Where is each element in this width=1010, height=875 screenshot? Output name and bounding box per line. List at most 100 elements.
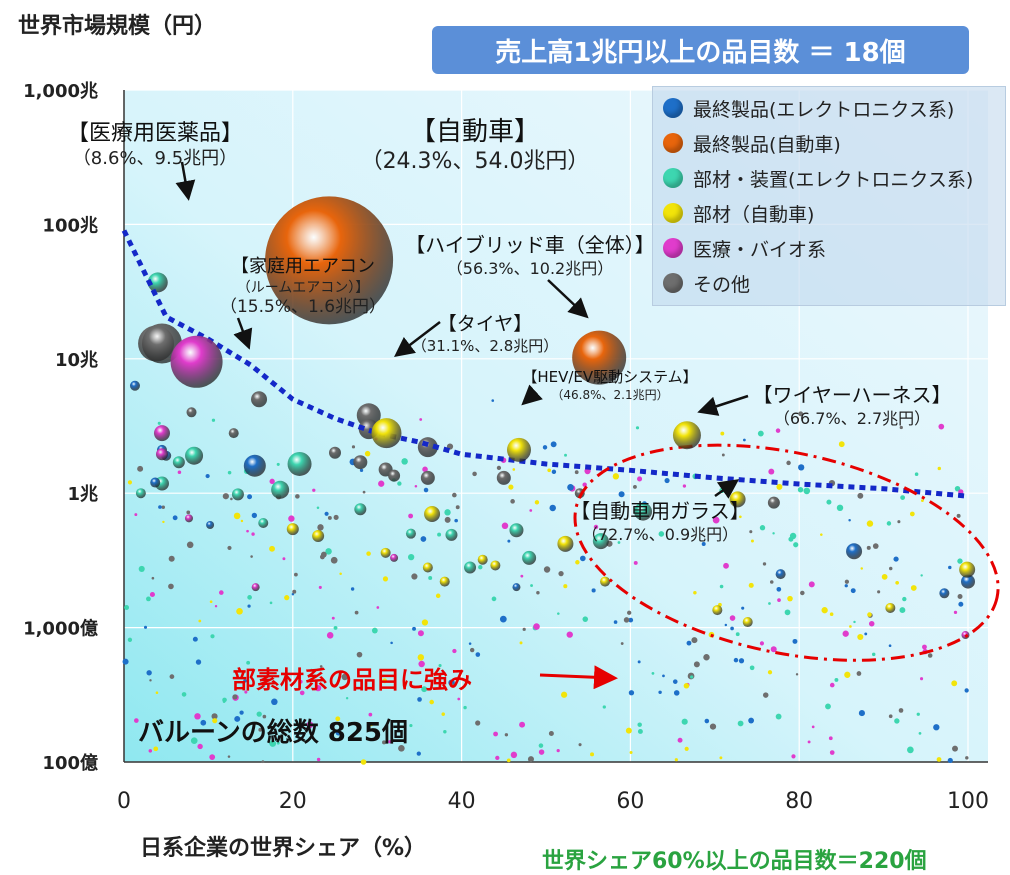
minor-bubble <box>158 505 162 509</box>
legend-label: その他 <box>693 273 751 296</box>
minor-bubble <box>547 468 552 473</box>
y-tick-label: 10兆 <box>55 350 98 371</box>
minor-bubble <box>786 460 791 466</box>
minor-bubble <box>371 627 378 634</box>
minor-bubble <box>720 431 725 436</box>
minor-bubble <box>849 625 852 628</box>
highlight-name: 【自動車用ガラス】 <box>570 499 750 523</box>
minor-bubble <box>888 644 892 648</box>
minor-bubble <box>291 593 295 596</box>
minor-bubble <box>691 637 698 644</box>
minor-bubble <box>222 493 229 500</box>
minor-bubble <box>382 678 388 684</box>
minor-bubble <box>914 472 919 476</box>
minor-bubble <box>623 617 630 623</box>
minor-bubble <box>335 716 341 722</box>
legend: 最終製品(エレクトロニクス系) 最終製品(自動車) 部材・装置(エレクトロニクス… <box>652 86 1006 306</box>
legend-swatch-electronics-parts <box>663 168 683 188</box>
minor-bubble <box>776 586 782 592</box>
minor-bubble <box>866 520 874 527</box>
minor-bubble <box>797 486 804 493</box>
legend-swatch-auto-parts <box>663 203 683 223</box>
minor-bubble <box>210 634 215 639</box>
minor-bubble <box>793 542 799 548</box>
minor-bubble <box>463 705 467 710</box>
minor-bubble <box>148 749 153 753</box>
minor-bubble <box>536 591 540 595</box>
minor-bubble <box>239 710 244 715</box>
minor-bubble <box>564 453 567 457</box>
x-tick-label: 40 <box>448 789 476 814</box>
minor-bubble <box>899 425 903 430</box>
minor-bubble <box>177 470 182 475</box>
bubble-electronics_parts <box>445 528 458 541</box>
minor-bubble <box>455 505 460 510</box>
minor-bubble <box>602 705 606 709</box>
minor-bubble <box>134 513 138 517</box>
minor-bubble <box>292 589 297 594</box>
minor-bubble <box>957 593 963 599</box>
minor-bubble <box>701 542 706 547</box>
minor-bubble <box>633 560 638 565</box>
minor-bubble <box>417 630 424 637</box>
x-tick-label: 60 <box>616 789 644 814</box>
minor-bubble <box>737 720 744 727</box>
minor-bubble <box>422 466 428 473</box>
minor-bubble <box>947 757 953 764</box>
minor-bubble <box>417 697 422 702</box>
minor-bubble <box>475 720 481 726</box>
minor-bubble <box>811 725 815 729</box>
bubble-auto_parts <box>424 506 441 523</box>
minor-bubble <box>333 514 339 520</box>
bubble-electronics_parts <box>271 480 290 499</box>
minor-bubble <box>954 485 961 492</box>
minor-bubble <box>872 543 879 549</box>
highlight-value: （31.1%、2.8兆円） <box>412 337 559 355</box>
minor-bubble <box>637 728 643 734</box>
highlight-arrow <box>233 317 253 350</box>
y-axis-title: 世界市場規模（円） <box>18 14 217 39</box>
minor-bubble <box>331 616 335 620</box>
minor-bubble <box>721 453 725 457</box>
minor-bubble <box>894 718 900 724</box>
minor-bubble <box>519 641 523 645</box>
minor-bubble <box>284 595 290 601</box>
minor-bubble <box>360 759 367 765</box>
minor-bubble <box>593 524 599 530</box>
minor-bubble <box>351 445 356 449</box>
minor-bubble <box>269 740 277 747</box>
minor-bubble <box>247 494 253 500</box>
bubble-other <box>353 455 368 470</box>
minor-bubble <box>937 466 941 471</box>
bubble-electronics_parts <box>634 502 653 521</box>
minor-bubble <box>575 560 580 565</box>
minor-bubble <box>501 522 509 530</box>
minor-bubble <box>507 539 511 543</box>
minor-bubble <box>733 657 739 663</box>
minor-bubble <box>664 477 670 484</box>
minor-bubble <box>250 555 253 558</box>
legend-label: 医療・バイオ系 <box>693 238 827 261</box>
minor-bubble <box>314 685 322 692</box>
minor-bubble <box>767 670 773 675</box>
minor-bubble <box>318 585 322 589</box>
minor-bubble <box>234 715 241 722</box>
minor-bubble <box>299 690 305 696</box>
minor-bubble <box>850 588 856 594</box>
minor-bubble <box>798 411 804 417</box>
minor-bubble <box>591 588 596 593</box>
minor-bubble <box>919 677 924 681</box>
minor-bubble <box>325 548 332 555</box>
minor-bubble <box>316 506 320 510</box>
minor-bubble <box>310 668 313 672</box>
minor-bubble <box>625 727 632 734</box>
highlight-arrow <box>714 479 740 499</box>
minor-bubble <box>149 591 155 598</box>
minor-bubble <box>907 746 914 754</box>
bubble-medical <box>251 583 260 592</box>
minor-bubble <box>312 488 316 492</box>
bubble-other <box>388 469 401 482</box>
bubble-electronics_parts <box>135 488 146 499</box>
minor-bubble <box>495 755 500 761</box>
x-tick-label: 80 <box>785 789 813 814</box>
